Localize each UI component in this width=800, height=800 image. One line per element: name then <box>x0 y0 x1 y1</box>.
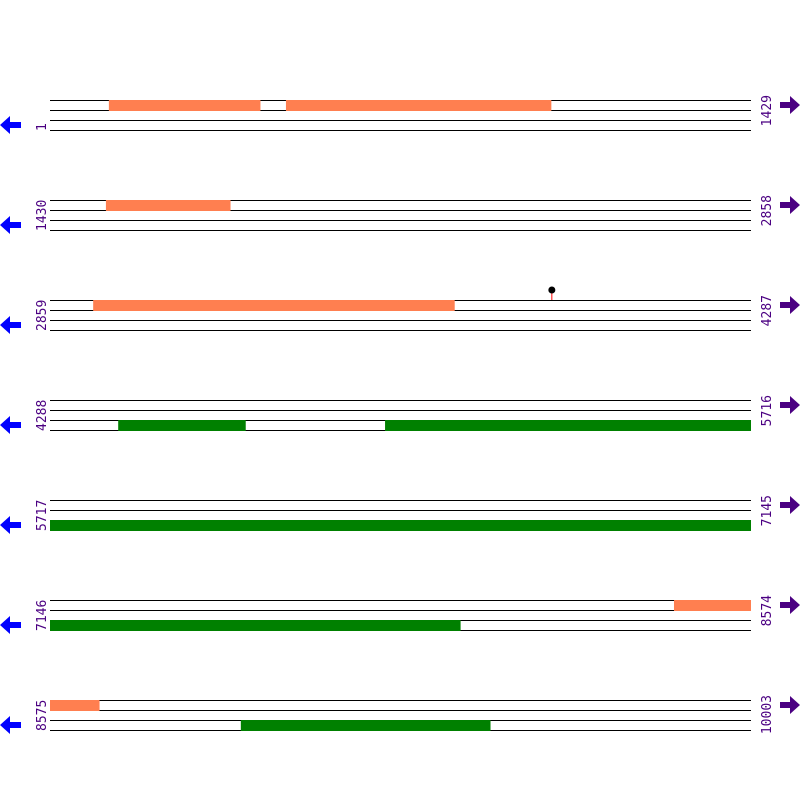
arrow-left-icon[interactable] <box>0 416 21 434</box>
arrow-right-icon[interactable] <box>780 596 800 614</box>
sequence-row: 7146 8574 <box>0 595 800 634</box>
forward-feature-bar[interactable] <box>93 300 455 311</box>
arrow-left-icon[interactable] <box>0 316 21 334</box>
arrow-left-icon[interactable] <box>0 716 21 734</box>
arrow-right-icon[interactable] <box>780 496 800 514</box>
reverse-feature-bar[interactable] <box>240 720 491 731</box>
sequence-row: 4288 5716 <box>0 395 800 434</box>
reverse-feature-bar[interactable] <box>50 620 461 631</box>
sequence-row: 1430 2858 <box>0 195 800 234</box>
row-end-label: 7145 <box>760 495 775 526</box>
forward-feature-bar[interactable] <box>673 600 751 611</box>
row-start-label: 4288 <box>35 400 50 431</box>
sequence-row: 2859 4287 <box>0 286 800 334</box>
arrow-right-icon[interactable] <box>780 96 800 114</box>
row-start-label: 2859 <box>35 300 50 331</box>
row-end-label: 10003 <box>760 695 775 734</box>
arrow-right-icon[interactable] <box>780 296 800 314</box>
reverse-feature-bar[interactable] <box>50 520 751 531</box>
sequence-row: 1 1429 <box>0 95 800 134</box>
row-start-label: 8575 <box>35 700 50 731</box>
arrow-right-icon[interactable] <box>780 196 800 214</box>
reverse-feature-bar[interactable] <box>118 420 246 431</box>
forward-feature-bar[interactable] <box>50 700 100 711</box>
marker-pin-icon[interactable] <box>548 286 556 294</box>
row-end-label: 8574 <box>760 595 775 626</box>
row-start-label: 5717 <box>35 500 50 531</box>
arrow-left-icon[interactable] <box>0 616 21 634</box>
sequence-row: 8575 10003 <box>0 695 800 734</box>
forward-feature-bar[interactable] <box>285 100 552 111</box>
arrow-right-icon[interactable] <box>780 396 800 414</box>
forward-feature-bar[interactable] <box>108 100 261 111</box>
row-start-label: 1 <box>35 123 50 131</box>
forward-feature-bar[interactable] <box>105 200 231 211</box>
reverse-feature-bar[interactable] <box>385 420 751 431</box>
row-end-label: 2858 <box>760 195 775 226</box>
row-start-label: 7146 <box>35 600 50 631</box>
row-start-label: 1430 <box>35 200 50 231</box>
arrow-right-icon[interactable] <box>780 696 800 714</box>
row-end-label: 1429 <box>760 95 775 126</box>
sequence-row: 5717 7145 <box>0 495 800 534</box>
arrow-left-icon[interactable] <box>0 516 21 534</box>
arrow-left-icon[interactable] <box>0 216 21 234</box>
row-end-label: 5716 <box>760 395 775 426</box>
arrow-left-icon[interactable] <box>0 116 21 134</box>
row-end-label: 4287 <box>760 295 775 326</box>
